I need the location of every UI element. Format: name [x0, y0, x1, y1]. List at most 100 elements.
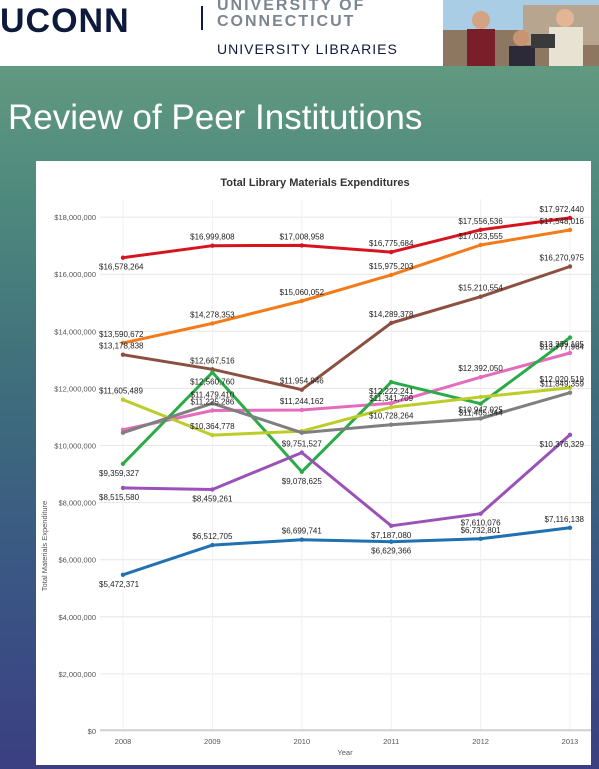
data-point: [210, 370, 215, 375]
data-point: [389, 379, 394, 385]
data-point: [210, 243, 215, 248]
data-label: $12,392,050: [458, 364, 503, 373]
data-point: [389, 422, 394, 427]
data-label: $6,629,366: [371, 547, 412, 556]
data-label: $17,023,555: [458, 232, 503, 241]
series-line: [122, 228, 571, 345]
data-label: $14,278,353: [190, 310, 235, 319]
data-label: $12,222,241: [369, 387, 414, 396]
university-name-line1: UNIVERSITY OF: [217, 0, 366, 14]
y-tick-label: $14,000,000: [54, 327, 96, 336]
data-point: [120, 352, 126, 357]
series-line: [122, 526, 571, 577]
data-point: [567, 215, 573, 221]
x-axis-ticks: 2008 2009 2010 2011 2012 2013: [115, 737, 579, 746]
data-point: [120, 430, 126, 435]
data-label: $9,078,625: [282, 477, 323, 486]
data-point: [389, 539, 394, 544]
uconn-logo: UCONN: [0, 2, 130, 40]
y-tick-label: $2,000,000: [58, 670, 96, 679]
data-label: $11,954,946: [280, 377, 324, 386]
data-label: $6,732,801: [461, 526, 502, 535]
data-label: $12,020,519: [540, 375, 585, 384]
y-axis-ticks: $0 $2,000,000 $4,000,000 $6,000,000 $8,000,0…: [54, 213, 96, 736]
x-tick-label: 2012: [472, 737, 489, 746]
data-label: $11,225,286: [190, 398, 234, 407]
data-point: [567, 390, 573, 395]
data-point: [567, 525, 573, 530]
grid-lines: [100, 199, 591, 732]
data-label: $10,947,025: [458, 406, 503, 415]
data-point: [120, 572, 126, 577]
data-label: $17,548,016: [540, 217, 585, 226]
data-point: [478, 227, 483, 232]
data-label: $13,239,105: [540, 340, 585, 349]
data-label: $16,775,684: [369, 239, 414, 248]
data-point: [299, 537, 304, 542]
data-label: $17,972,440: [540, 205, 585, 214]
data-point: [120, 255, 126, 260]
y-tick-label: $10,000,000: [54, 442, 96, 451]
data-point: [299, 469, 304, 474]
data-point: [389, 249, 394, 255]
data-point: [210, 401, 215, 406]
data-label: $11,244,162: [280, 397, 324, 406]
data-point: [299, 430, 304, 435]
data-label: $11,465,344: [459, 409, 503, 418]
series-line: [122, 433, 571, 528]
data-label: $11,479,410: [190, 390, 234, 399]
data-point: [567, 264, 573, 269]
data-label: $10,376,329: [540, 440, 585, 449]
series-lines: [120, 215, 573, 577]
y-tick-label: $16,000,000: [54, 270, 96, 279]
students-photo-image: [443, 0, 599, 66]
series-line: [122, 391, 571, 435]
data-point: [567, 385, 573, 390]
data-point: [210, 321, 215, 326]
y-tick-label: $4,000,000: [58, 613, 96, 622]
data-point: [478, 242, 483, 248]
data-point: [478, 394, 483, 400]
data-label: $10,728,264: [369, 412, 414, 421]
data-label: $17,556,536: [458, 217, 503, 226]
data-label: $15,210,554: [458, 284, 503, 293]
data-label: $11,341,709: [369, 394, 413, 403]
data-label: $9,359,327: [99, 469, 140, 478]
data-label: $14,289,378: [369, 310, 414, 319]
data-label: $11,849,359: [540, 380, 584, 389]
data-label: $10,364,778: [190, 422, 235, 431]
data-label: $15,975,203: [369, 262, 414, 271]
data-point: [210, 408, 215, 413]
data-point: [210, 542, 215, 548]
data-point: [120, 461, 126, 466]
header-banner: UCONN UNIVERSITY OF CONNECTICUT UNIVERSI…: [0, 0, 599, 66]
chart-panel: Total Library Materials Expenditures $0 $…: [36, 161, 591, 765]
data-point: [389, 320, 394, 326]
data-point: [567, 432, 573, 437]
data-point: [210, 487, 215, 492]
data-point: [567, 335, 573, 340]
y-axis-label: Total Materials Expenditure: [40, 501, 49, 591]
y-tick-label: $6,000,000: [58, 556, 96, 565]
data-point: [120, 340, 126, 346]
data-label: $8,459,261: [192, 495, 233, 504]
header-photo: [443, 0, 599, 66]
data-label: $7,187,080: [371, 531, 412, 540]
data-point: [567, 350, 573, 356]
data-point: [478, 401, 483, 406]
series-line: [122, 216, 571, 260]
data-label: $15,060,052: [280, 288, 325, 297]
chart-title: Total Library Materials Expenditures: [220, 177, 409, 189]
data-point: [389, 405, 394, 410]
y-tick-label: $0: [88, 727, 96, 736]
logo-divider: [201, 6, 203, 30]
data-label: $12,667,516: [190, 356, 235, 365]
data-label: $16,999,808: [190, 233, 235, 242]
data-point: [567, 227, 573, 233]
data-label: $6,699,741: [282, 527, 323, 536]
university-name-line2: CONNECTICUT: [217, 13, 356, 30]
data-label: $16,270,975: [540, 254, 585, 263]
data-point: [120, 397, 126, 402]
data-label: $13,178,838: [99, 342, 144, 351]
y-tick-label: $18,000,000: [54, 213, 96, 222]
